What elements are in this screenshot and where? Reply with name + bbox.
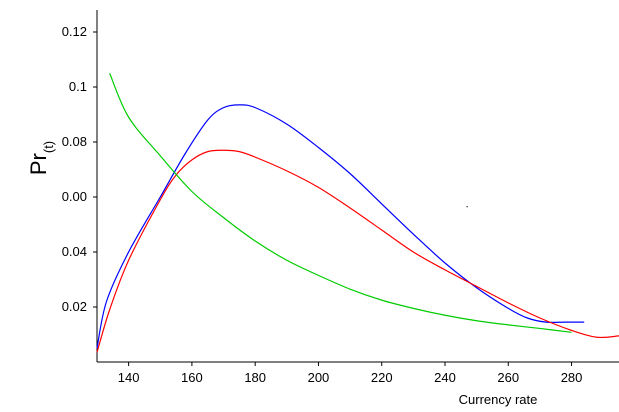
svg-text:Pr(t): Pr(t) (26, 141, 56, 175)
x-tick-label: 200 (308, 370, 330, 385)
x-tick-label: 160 (181, 370, 203, 385)
series-line-0 (96, 104, 585, 349)
y-tick-label: 0.02 (62, 299, 87, 314)
y-axis-label: Pr(t) (26, 141, 56, 175)
x-tick-label: 240 (434, 370, 456, 385)
x-tick-label: 140 (118, 370, 140, 385)
y-tick-label: 0.08 (62, 134, 87, 149)
y-ticks: 0.02 0.04 0.00 0.08 0.1 0.12 (62, 24, 97, 314)
x-axis-label: Currency rate (459, 392, 538, 407)
y-tick-label: 0.1 (69, 79, 87, 94)
series-line-1 (96, 149, 619, 353)
y-axis-label-subscript: (t) (41, 141, 56, 153)
axes (96, 10, 619, 363)
y-tick-label: 0.12 (62, 24, 87, 39)
y-tick-label: 0.00 (62, 189, 87, 204)
y-tick-label: 0.04 (62, 244, 87, 259)
series-group (96, 73, 619, 353)
x-tick-label: 260 (497, 370, 519, 385)
x-tick-label: 180 (244, 370, 266, 385)
x-tick-label: 220 (371, 370, 393, 385)
x-ticks: 140 160 180 200 220 240 260 280 (118, 362, 583, 385)
y-axis-label-main: Pr (26, 153, 51, 175)
stray-dot-marker (466, 205, 468, 208)
series-line-2 (109, 73, 572, 333)
x-tick-label: 280 (561, 370, 583, 385)
marker-group (466, 205, 468, 208)
